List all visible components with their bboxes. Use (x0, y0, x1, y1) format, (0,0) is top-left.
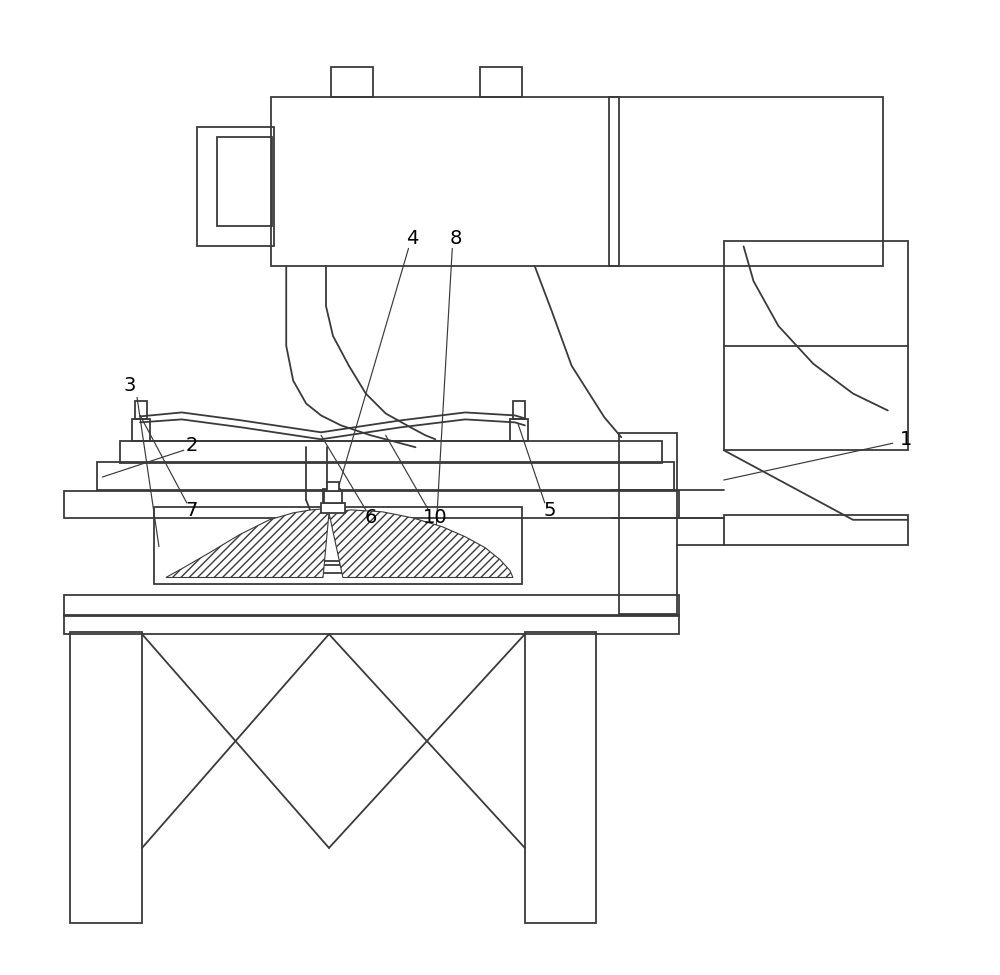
Bar (327, 482, 339, 491)
Text: 7: 7 (186, 501, 198, 521)
Bar (70, 632, 142, 922)
Text: 8: 8 (450, 229, 462, 248)
Bar (609, 98, 883, 266)
Bar (513, 402, 525, 419)
Text: 6: 6 (365, 508, 377, 527)
Text: 2: 2 (186, 436, 198, 454)
Bar (308, 561, 355, 572)
Bar (331, 67, 373, 98)
Bar (217, 137, 272, 226)
Bar (97, 462, 674, 490)
Text: 4: 4 (406, 229, 419, 248)
Bar (321, 503, 345, 513)
Bar (324, 491, 342, 503)
Bar (154, 507, 522, 584)
Bar (323, 489, 340, 565)
Bar (132, 419, 150, 442)
Bar (724, 242, 908, 450)
Bar (619, 433, 677, 614)
Bar (197, 127, 274, 247)
Bar (64, 615, 679, 634)
Bar (64, 596, 679, 616)
Text: 1: 1 (899, 430, 912, 449)
Text: 5: 5 (543, 501, 556, 521)
Text: 10: 10 (423, 508, 448, 527)
Polygon shape (329, 510, 513, 577)
Bar (135, 402, 147, 419)
Bar (510, 419, 528, 442)
Bar (120, 442, 662, 463)
Bar (64, 491, 679, 518)
Polygon shape (166, 509, 329, 577)
Bar (480, 67, 522, 98)
Bar (525, 632, 596, 922)
Bar (271, 98, 619, 266)
Bar (724, 515, 908, 545)
Text: 3: 3 (124, 376, 136, 395)
